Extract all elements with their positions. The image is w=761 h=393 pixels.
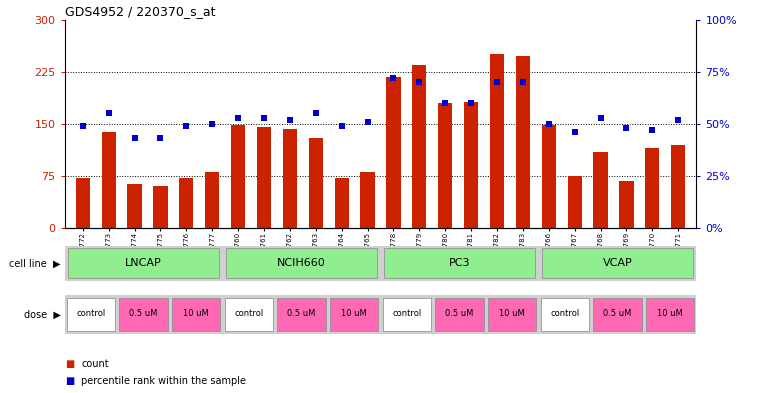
Point [232, 114, 244, 121]
Bar [335, 178, 349, 228]
Bar [180, 178, 193, 228]
Text: control: control [234, 309, 263, 318]
Bar [542, 125, 556, 228]
Point [517, 79, 529, 85]
Bar [154, 186, 167, 228]
Bar [283, 129, 297, 228]
Point [491, 79, 503, 85]
Bar [127, 184, 142, 228]
Bar [226, 248, 377, 278]
Text: 0.5 uM: 0.5 uM [129, 309, 158, 318]
Bar [438, 103, 452, 228]
Bar [540, 298, 589, 331]
Bar [361, 173, 374, 228]
Bar [384, 248, 535, 278]
Point [594, 114, 607, 121]
Bar [488, 298, 537, 331]
Text: 0.5 uM: 0.5 uM [603, 309, 632, 318]
Bar [646, 298, 694, 331]
Bar [119, 298, 168, 331]
Point [361, 119, 374, 125]
Bar [309, 138, 323, 228]
Text: 10 uM: 10 uM [183, 309, 209, 318]
Bar [68, 248, 219, 278]
Bar [231, 125, 245, 228]
Bar [593, 298, 642, 331]
Text: PC3: PC3 [449, 257, 470, 268]
Text: 10 uM: 10 uM [657, 309, 683, 318]
Text: 10 uM: 10 uM [499, 309, 525, 318]
Bar [412, 65, 426, 228]
Point [465, 100, 477, 106]
Bar [101, 132, 116, 228]
Bar [435, 298, 484, 331]
Text: ■: ■ [65, 358, 74, 369]
Point [336, 123, 348, 129]
Bar [330, 298, 378, 331]
Text: control: control [76, 309, 106, 318]
Text: ■: ■ [65, 376, 74, 386]
Point [568, 129, 581, 135]
Bar [542, 248, 693, 278]
Bar [645, 148, 660, 228]
Bar [387, 77, 400, 228]
Bar [671, 145, 686, 228]
Bar [383, 298, 431, 331]
Point [180, 123, 193, 129]
Point [103, 110, 115, 117]
Point [620, 125, 632, 131]
Text: VCAP: VCAP [603, 257, 632, 268]
Point [646, 127, 658, 133]
Point [206, 121, 218, 127]
Point [387, 75, 400, 81]
Text: NCIH660: NCIH660 [277, 257, 326, 268]
Text: dose  ▶: dose ▶ [24, 309, 61, 320]
Text: control: control [392, 309, 422, 318]
Point [154, 135, 167, 141]
Bar [205, 173, 219, 228]
Bar [75, 178, 90, 228]
Text: GDS4952 / 220370_s_at: GDS4952 / 220370_s_at [65, 6, 215, 18]
Bar [67, 298, 115, 331]
Bar [568, 176, 581, 228]
Bar [277, 298, 326, 331]
Text: LNCAP: LNCAP [126, 257, 162, 268]
Point [310, 110, 322, 117]
Text: 0.5 uM: 0.5 uM [445, 309, 473, 318]
Text: 10 uM: 10 uM [341, 309, 367, 318]
Bar [224, 298, 273, 331]
Text: percentile rank within the sample: percentile rank within the sample [81, 376, 247, 386]
Bar [490, 54, 504, 228]
Bar [619, 181, 634, 228]
Point [439, 100, 451, 106]
Point [284, 116, 296, 123]
Point [258, 114, 270, 121]
Point [129, 135, 141, 141]
Point [413, 79, 425, 85]
Text: 0.5 uM: 0.5 uM [288, 309, 316, 318]
Text: count: count [81, 358, 109, 369]
Bar [464, 101, 478, 228]
Bar [594, 152, 607, 228]
Point [672, 116, 684, 123]
Point [77, 123, 89, 129]
Text: cell line  ▶: cell line ▶ [9, 258, 61, 268]
Bar [172, 298, 221, 331]
Bar [516, 56, 530, 228]
Bar [257, 127, 271, 228]
Text: control: control [550, 309, 579, 318]
Point [543, 121, 555, 127]
